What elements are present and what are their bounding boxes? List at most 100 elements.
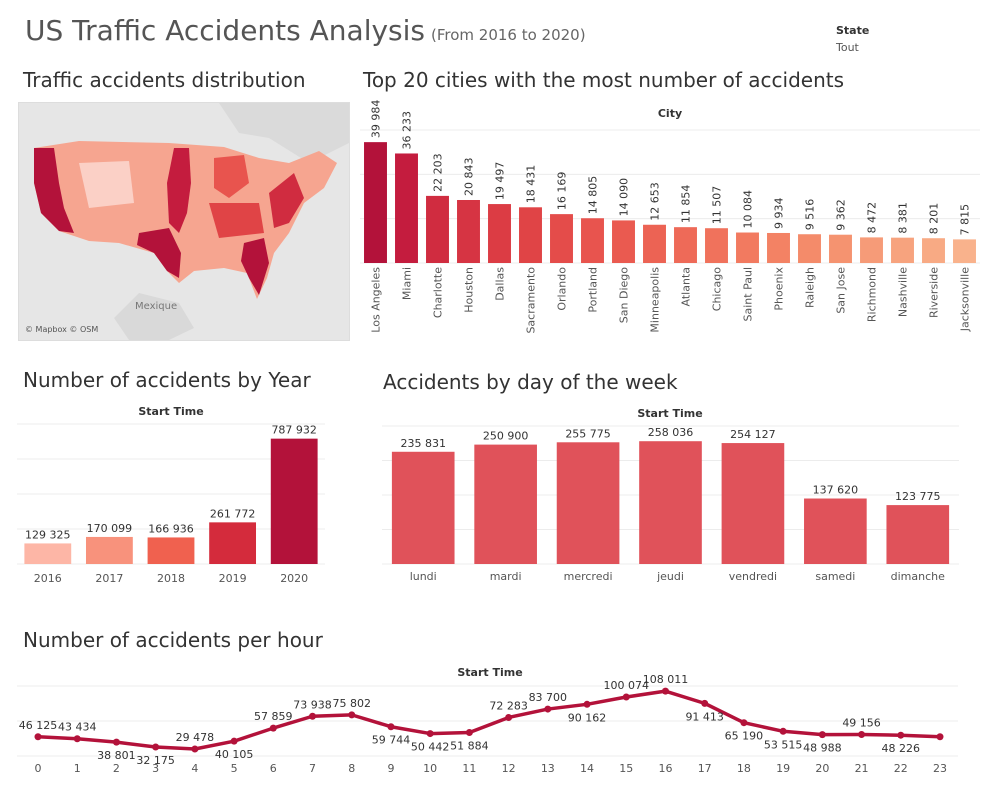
hour-point[interactable] [34,733,42,741]
hour-point[interactable] [818,731,826,739]
hour-point[interactable] [112,738,120,746]
weekday-value-label: 254 127 [730,428,776,441]
weekday-tick-label: mercredi [564,570,613,583]
city-value-label: 8 472 [866,202,879,234]
weekday-bar[interactable] [721,443,785,564]
year-bar[interactable] [24,543,72,564]
weekday-bar[interactable] [639,441,702,564]
cities-chart[interactable]: City 39 984 Los Angeles 36 233 Miami 22 203 C… [358,100,983,340]
hour-tick-label: 0 [35,762,42,775]
weekday-value-label: 250 900 [483,430,529,443]
city-bar[interactable] [612,220,635,263]
hour-value-label: 40 105 [215,748,254,761]
city-bar[interactable] [488,204,511,263]
city-tick-label: San Jose [835,267,848,314]
hour-point[interactable] [701,699,709,707]
hour-point[interactable] [505,713,513,721]
weekday-bar[interactable] [804,498,867,564]
hour-point[interactable] [897,731,905,739]
hour-value-label: 43 434 [58,721,97,734]
year-bar[interactable] [85,536,133,564]
city-bar[interactable] [364,142,387,263]
year-value-label: 787 932 [271,424,317,437]
year-bar[interactable] [147,537,195,564]
city-tick-label: San Diego [618,267,631,323]
florida-region [241,238,269,295]
city-tick-label: Dallas [494,267,507,301]
city-bar[interactable] [767,232,790,263]
city-bar[interactable] [705,228,728,263]
city-value-label: 22 203 [432,153,445,192]
city-bar[interactable] [798,234,821,263]
city-bar[interactable] [519,207,542,263]
city-value-label: 18 431 [525,165,538,204]
hour-point[interactable] [465,729,473,737]
city-bar[interactable] [829,234,852,263]
city-bar[interactable] [922,238,945,263]
cities-section-title: Top 20 cities with the most number of ac… [363,68,845,92]
hour-point[interactable] [426,730,434,738]
city-value-label: 36 233 [401,111,414,150]
hour-point[interactable] [73,735,81,743]
hour-point[interactable] [191,745,199,753]
hour-point[interactable] [936,733,944,741]
hour-value-label: 59 744 [372,734,411,747]
hour-point[interactable] [387,723,395,731]
city-tick-label: Los Angeles [370,267,383,333]
weekday-bar[interactable] [556,442,620,564]
hour-tick-label: 12 [502,762,516,775]
hour-point[interactable] [230,737,238,745]
hour-value-label: 50 442 [411,741,450,754]
weekday-chart[interactable]: Start Time 235 831 lundi 250 900 mardi 255 7… [380,402,961,592]
hour-point[interactable] [858,731,866,739]
hour-point[interactable] [309,712,317,720]
year-bar[interactable] [209,522,257,564]
accidents-map[interactable]: Mexique © Mapbox © OSM [18,102,350,341]
hour-value-label: 57 859 [254,710,293,723]
city-bar[interactable] [395,153,418,263]
city-bar[interactable] [581,218,604,263]
hour-value-label: 51 884 [450,740,489,753]
hour-value-label: 83 700 [529,691,568,704]
hour-point[interactable] [583,700,591,708]
city-bar[interactable] [550,214,573,263]
city-bar[interactable] [891,237,914,263]
state-filter-value[interactable]: Tout [836,41,859,54]
hour-tick-label: 7 [309,762,316,775]
hour-value-label: 29 478 [176,731,215,744]
hour-tick-label: 13 [541,762,555,775]
hour-point[interactable] [622,693,630,701]
hour-point[interactable] [661,687,669,695]
city-value-label: 12 653 [649,182,662,221]
city-bar[interactable] [426,195,449,263]
hour-point[interactable] [152,743,160,751]
city-bar[interactable] [736,232,759,263]
state-filter-label: State [836,24,870,37]
hour-value-label: 32 175 [136,754,175,767]
weekday-bar[interactable] [474,444,537,564]
hour-point[interactable] [740,719,748,727]
map-svg[interactable]: Mexique © Mapbox © OSM [19,103,349,340]
city-bar[interactable] [643,224,666,263]
weekday-bar[interactable] [391,451,455,564]
hour-point[interactable] [544,705,552,713]
year-chart[interactable]: Start Time 129 325 2016 170 099 2017 166 936… [15,400,327,590]
city-bar[interactable] [674,227,697,263]
hour-series-line [37,689,941,751]
city-bar[interactable] [953,239,976,263]
city-value-label: 10 084 [742,190,755,229]
mexico-shape [114,293,194,340]
weekday-bar[interactable] [886,505,950,564]
hour-value-label: 100 074 [604,679,650,692]
city-bar[interactable] [860,237,883,263]
city-value-label: 14 805 [587,176,600,215]
city-value-label: 7 815 [959,204,972,236]
city-value-label: 9 934 [773,197,786,229]
hour-point[interactable] [348,711,356,719]
year-bar[interactable] [270,438,318,564]
hour-point[interactable] [269,724,277,732]
city-bar[interactable] [457,199,480,263]
hour-point[interactable] [779,727,787,735]
state-filter[interactable]: State Tout [836,24,869,54]
